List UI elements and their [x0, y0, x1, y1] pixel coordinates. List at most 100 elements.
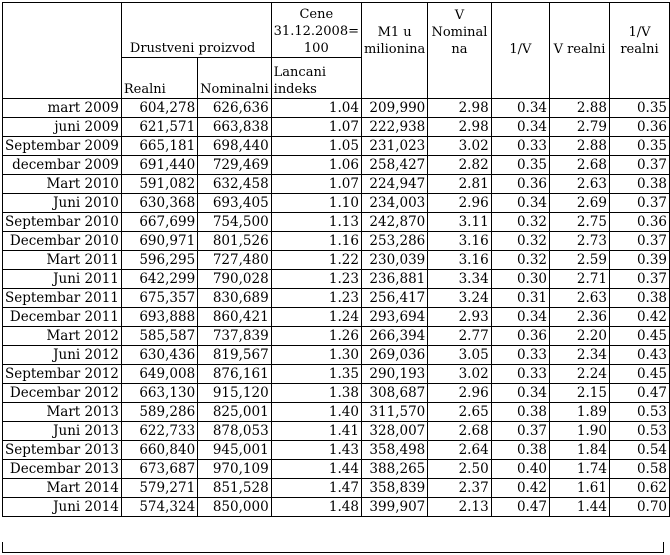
table-row: Septembar 2011 675,357 830,689 1.23 256,417 3… [2, 288, 670, 308]
cell-m1: 209,990 [360, 98, 429, 118]
cell-realni: 690,971 [120, 231, 199, 251]
cell-v-realni: 2.68 [549, 155, 610, 175]
table-row: Mart 2013 589,286 825,001 1.40 311,570 2.65 0.… [2, 402, 670, 422]
cell-lancani-indeks: 1.48 [270, 497, 362, 517]
cell-lancani-indeks: 1.07 [270, 117, 362, 137]
cell-nominalni: 729,469 [197, 155, 272, 175]
cell-m1: 388,265 [360, 459, 429, 479]
cell-period: Mart 2014 [2, 478, 122, 498]
cell-nominalni: 801,526 [197, 231, 272, 251]
cell-inv-v: 0.32 [490, 212, 551, 232]
cell-v-realni: 2.88 [549, 136, 610, 156]
cell-realni: 673,687 [120, 459, 199, 479]
cell-v-nominalna: 2.50 [427, 459, 492, 479]
cell-inv-v-realni: 0.47 [608, 383, 670, 403]
cell-m1: 266,394 [360, 326, 429, 346]
cell-inv-v: 0.36 [490, 326, 551, 346]
table-row: Septembar 2010 667,699 754,500 1.13 242,870 3… [2, 212, 670, 232]
cell-inv-v-realni: 0.43 [608, 345, 670, 365]
cell-inv-v: 0.33 [490, 364, 551, 384]
cell-m1: 224,947 [360, 174, 429, 194]
cell-lancani-indeks: 1.40 [270, 402, 362, 422]
cell-m1: 311,570 [360, 402, 429, 422]
cell-inv-v-realni: 0.37 [608, 231, 670, 251]
table-row: Decembar 2011 693,888 860,421 1.24 293,694 2.… [2, 307, 670, 327]
cell-realni: 621,571 [120, 117, 199, 137]
table-row: Decembar 2013 673,687 970,109 1.44 388,265 2.… [2, 459, 670, 479]
cell-v-realni: 2.20 [549, 326, 610, 346]
cell-nominalni: 876,161 [197, 364, 272, 384]
cell-nominalni: 945,001 [197, 440, 272, 460]
cell-period: Juni 2011 [2, 269, 122, 289]
cell-realni: 642,299 [120, 269, 199, 289]
cell-v-realni: 1.74 [549, 459, 610, 479]
cell-m1: 231,023 [360, 136, 429, 156]
cell-v-realni: 1.44 [549, 497, 610, 517]
cell-nominalni: 754,500 [197, 212, 272, 232]
cell-inv-v-realni: 0.37 [608, 155, 670, 175]
cell-m1: 358,839 [360, 478, 429, 498]
header-blank-4 [427, 57, 492, 99]
cell-realni: 604,278 [120, 98, 199, 118]
cell-period: Juni 2012 [2, 345, 122, 365]
cell-lancani-indeks: 1.13 [270, 212, 362, 232]
table-row: Juni 2012 630,436 819,567 1.30 269,036 3.05 0.… [2, 345, 670, 365]
cell-inv-v-realni: 0.38 [608, 174, 670, 194]
header-blank-3 [360, 57, 429, 99]
cell-inv-v: 0.36 [490, 174, 551, 194]
cell-lancani-indeks: 1.44 [270, 459, 362, 479]
cell-period: Decembar 2010 [2, 231, 122, 251]
cell-v-nominalna: 2.93 [427, 307, 492, 327]
cell-inv-v-realni: 0.38 [608, 288, 670, 308]
cell-nominalni: 737,839 [197, 326, 272, 346]
cell-lancani-indeks: 1.43 [270, 440, 362, 460]
cell-lancani-indeks: 1.16 [270, 231, 362, 251]
cell-nominalni: 632,458 [197, 174, 272, 194]
cell-nominalni: 693,405 [197, 193, 272, 213]
cell-nominalni: 850,000 [197, 497, 272, 517]
table-row: Mart 2010 591,082 632,458 1.07 224,947 2.81 0.… [2, 174, 670, 194]
header-drustveni: Drustveni proizvod [120, 2, 272, 58]
cell-inv-v-realni: 0.35 [608, 136, 670, 156]
cell-inv-v-realni: 0.62 [608, 478, 670, 498]
data-table: Drustveni proizvod Cene 31.12.2008= 100 … [2, 2, 670, 517]
table-row: Juni 2013 622,733 878,053 1.41 328,007 2.68 0.… [2, 421, 670, 441]
header-blank-5 [490, 57, 551, 99]
header-nominalni: Nominalni [197, 57, 272, 99]
cell-period: Juni 2013 [2, 421, 122, 441]
cell-v-nominalna: 2.81 [427, 174, 492, 194]
cell-nominalni: 727,480 [197, 250, 272, 270]
cell-inv-v: 0.32 [490, 250, 551, 270]
cell-inv-v-realni: 0.45 [608, 326, 670, 346]
table-row: mart 2009 604,278 626,636 1.04 209,990 2.98 0.… [2, 98, 670, 118]
cell-v-nominalna: 2.98 [427, 98, 492, 118]
cell-v-nominalna: 2.68 [427, 421, 492, 441]
table-row: juni 2009 621,571 663,838 1.07 222,938 2.98 0.… [2, 117, 670, 137]
cell-realni: 667,699 [120, 212, 199, 232]
cell-inv-v-realni: 0.53 [608, 421, 670, 441]
cell-period: Septembar 2010 [2, 212, 122, 232]
cell-inv-v: 0.31 [490, 288, 551, 308]
cell-v-nominalna: 3.02 [427, 364, 492, 384]
cell-period: Mart 2011 [2, 250, 122, 270]
cell-inv-v: 0.34 [490, 383, 551, 403]
cell-m1: 236,881 [360, 269, 429, 289]
cell-inv-v-realni: 0.39 [608, 250, 670, 270]
cell-realni: 663,130 [120, 383, 199, 403]
cell-lancani-indeks: 1.30 [270, 345, 362, 365]
cell-period: Septembar 2013 [2, 440, 122, 460]
cell-inv-v-realni: 0.54 [608, 440, 670, 460]
cell-inv-v-realni: 0.36 [608, 212, 670, 232]
cell-v-realni: 2.73 [549, 231, 610, 251]
cell-nominalni: 915,120 [197, 383, 272, 403]
cell-inv-v-realni: 0.42 [608, 307, 670, 327]
table-row: Septembar 2012 649,008 876,161 1.35 290,193 3… [2, 364, 670, 384]
cell-inv-v: 0.37 [490, 421, 551, 441]
cell-v-realni: 2.15 [549, 383, 610, 403]
cell-nominalni: 860,421 [197, 307, 272, 327]
cell-realni: 630,368 [120, 193, 199, 213]
cell-nominalni: 830,689 [197, 288, 272, 308]
cell-inv-v: 0.38 [490, 402, 551, 422]
cell-inv-v-realni: 0.35 [608, 98, 670, 118]
cell-v-nominalna: 2.96 [427, 383, 492, 403]
